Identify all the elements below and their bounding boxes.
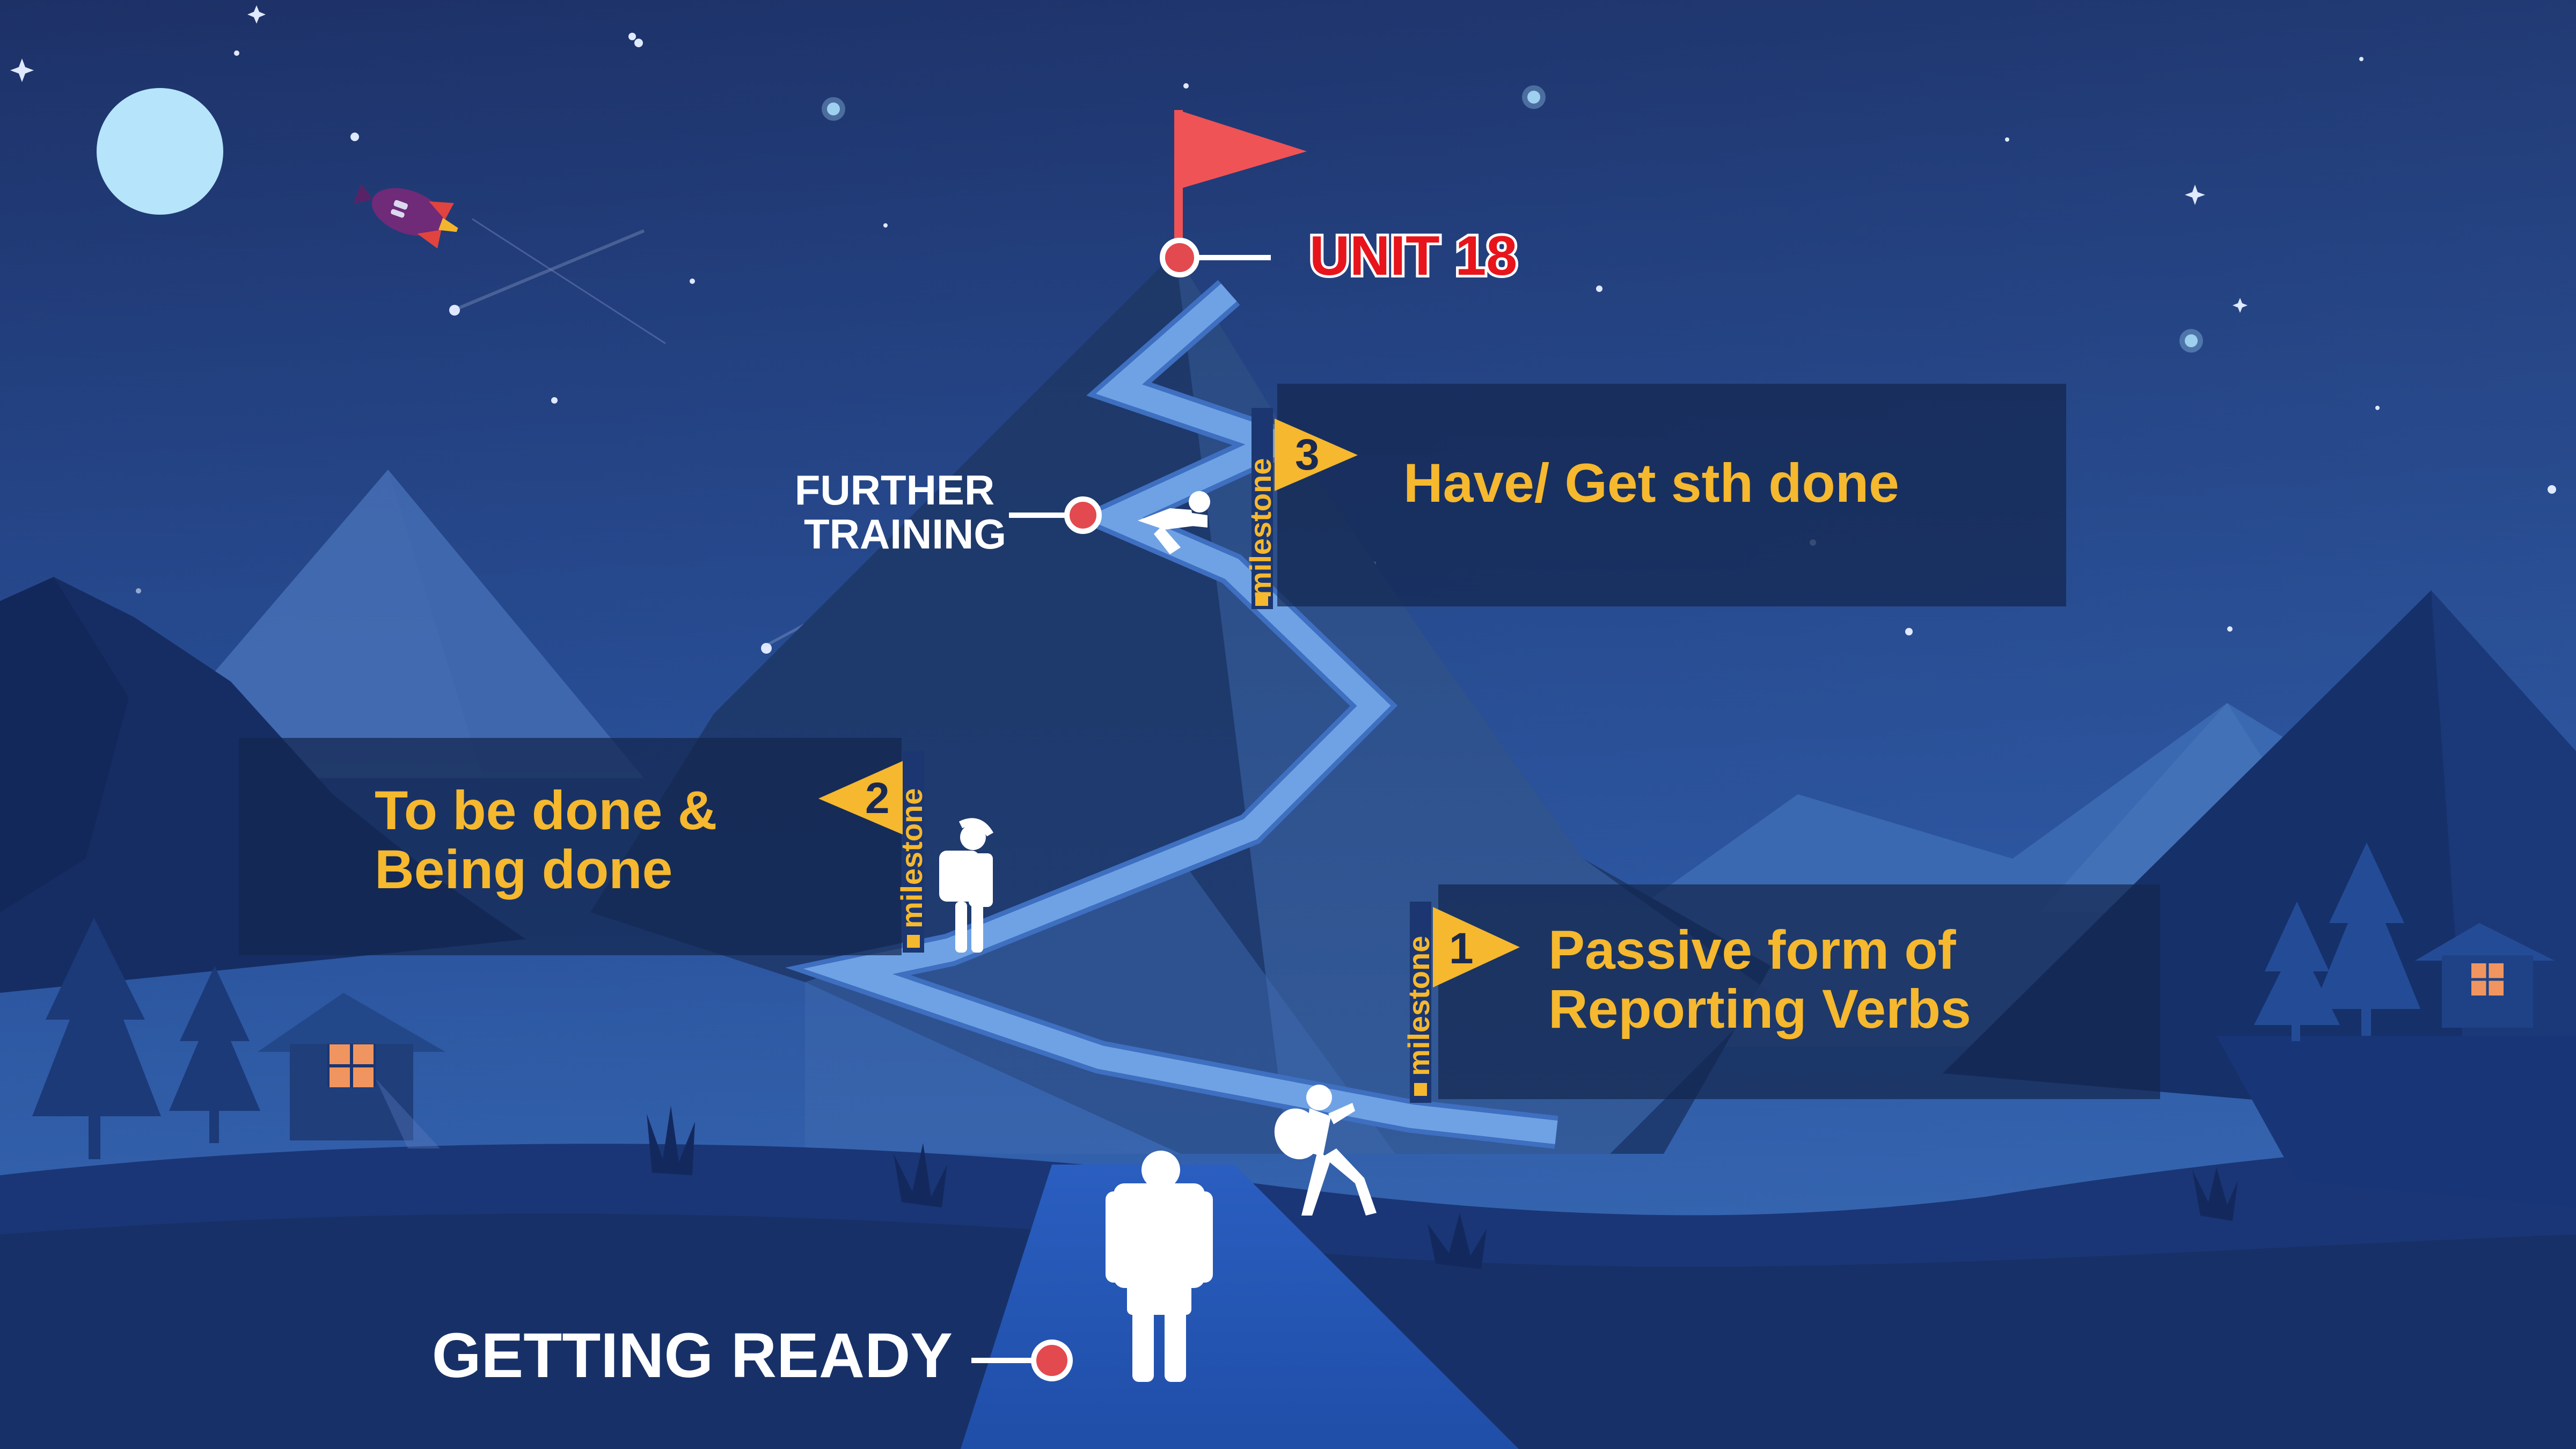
trees-left <box>32 918 260 1159</box>
summit-flag-icon <box>1174 110 1307 258</box>
further-training-label: FURTHER TRAINING <box>795 466 1006 558</box>
milestone-2-panel <box>239 738 902 955</box>
further-training-marker[interactable] <box>1009 496 1102 534</box>
milestone-3-flag[interactable]: 3 milestone <box>1243 408 1358 609</box>
milestone-2-title-line2: Being done <box>375 839 672 900</box>
milestone-2-number: 2 <box>865 774 890 823</box>
right-plateau <box>2216 1036 2576 1208</box>
milestone-2-flag[interactable]: 2 milestone <box>818 751 928 953</box>
further-training-line1: FURTHER <box>795 466 995 514</box>
milestone-1-title-line2: Reporting Verbs <box>1548 978 1971 1040</box>
milestone-2-tag: milestone <box>895 788 928 928</box>
moon-icon <box>97 88 223 215</box>
getting-ready-label: GETTING READY <box>432 1320 953 1391</box>
milestone-2-title-line1: To be done & <box>375 780 717 841</box>
cabin-left <box>258 993 445 1148</box>
milestone-2-title: To be done & Being done <box>375 780 733 900</box>
milestone-1-number: 1 <box>1449 924 1474 973</box>
hiker-resting-icon <box>939 818 994 953</box>
milestone-1-title-line1: Passive form of <box>1548 919 1957 980</box>
milestone-1-title: Passive form of Reporting Verbs <box>1548 919 1971 1040</box>
milestone-1-flag[interactable]: 1 milestone <box>1402 902 1520 1103</box>
summit-marker[interactable] <box>1160 238 1271 277</box>
milestone-1-panel <box>1438 884 2160 1099</box>
milestone-3-panel <box>1277 384 2066 606</box>
milestone-3-title: Have/ Get sth done <box>1403 452 1899 514</box>
stars <box>10 5 2556 654</box>
trees-right <box>2254 843 2420 1041</box>
milestone-3-number: 3 <box>1295 430 1320 479</box>
hiker-crawling-icon <box>1138 491 1210 554</box>
foreground-road <box>961 1165 1519 1449</box>
milestone-1-tag: milestone <box>1402 936 1436 1076</box>
cabin-right <box>2415 923 2555 1028</box>
grass-tufts <box>647 1106 2238 1269</box>
hiker-standing-icon <box>1106 1151 1213 1382</box>
getting-ready-marker[interactable] <box>971 1340 1073 1381</box>
hiker-climbing-icon <box>1274 1085 1377 1216</box>
rocket-icon <box>354 184 458 248</box>
winding-trail <box>785 280 1558 1149</box>
summit-label: UNIT 18 <box>1309 225 1517 287</box>
milestone-3-tag: milestone <box>1243 458 1277 598</box>
further-training-line2: TRAINING <box>804 510 1006 558</box>
